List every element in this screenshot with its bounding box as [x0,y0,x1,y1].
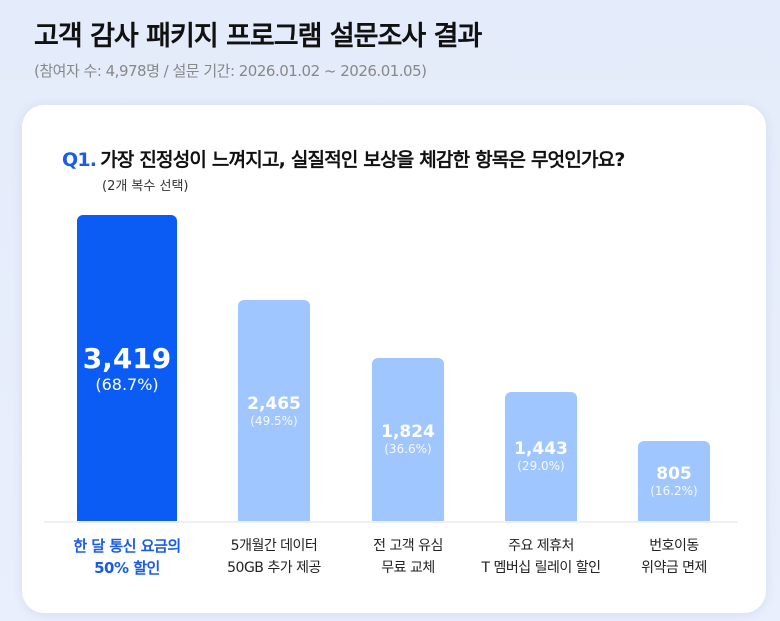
bar-percent-label: (16.2%) [650,484,698,498]
chart-card: Q1. 가장 진정성이 느껴지고, 실질적인 보상을 체감한 항목은 무엇인가요?… [22,105,766,613]
bar-value-label: 805 [656,464,692,484]
x-axis-line [44,521,738,523]
bar-percent-label: (49.5%) [250,413,298,428]
bar-value-label: 2,465 [247,393,301,414]
category-label: 번호이동 위약금 면제 [641,538,707,576]
category-label: 한 달 통신 요금의 50% 할인 [73,537,181,577]
bar-5: 805 (16.2%) [638,441,710,521]
question-heading: Q1. 가장 진정성이 느껴지고, 실질적인 보상을 체감한 항목은 무엇인가요? [62,145,625,172]
bar-3: 1,824 (36.6%) [372,357,444,521]
question-number: Q1. [62,149,97,171]
bar-2: 2,465 (49.5%) [238,300,310,521]
bar-percent-label: (29.0%) [517,459,565,474]
question-note: (2개 복수 선택) [102,179,189,194]
bar-value-label: 3,419 [82,342,172,375]
category-label: 5개월간 데이터 50GB 추가 제공 [227,538,321,576]
category-label: 전 고객 유심 무료 교체 [373,538,443,576]
bar-percent-label: (36.6%) [384,442,432,457]
bar-percent-label: (68.7%) [95,375,159,394]
bar-value-label: 1,824 [381,422,435,443]
page-subtitle: (참여자 수: 4,978명 / 설문 기간: 2026.01.02 ~ 202… [34,62,427,80]
category-label: 주요 제휴처 T 멤버십 릴레이 할인 [481,538,601,576]
bar-value-label: 1,443 [514,439,568,460]
question-text: 가장 진정성이 느껴지고, 실질적인 보상을 체감한 항목은 무엇인가요? [100,149,625,171]
bar-4: 1,443 (29.0%) [505,391,577,521]
page-title: 고객 감사 패키지 프로그램 설문조사 결과 [34,21,482,52]
bar-1: 3,419 (68.7%) [77,215,177,521]
